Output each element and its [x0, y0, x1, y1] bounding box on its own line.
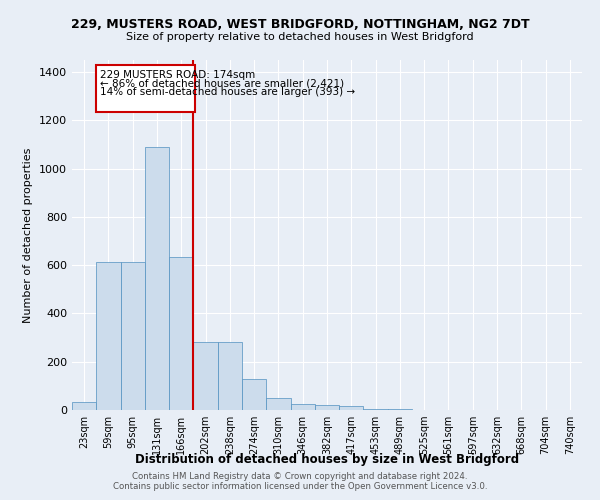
- Text: Size of property relative to detached houses in West Bridgford: Size of property relative to detached ho…: [126, 32, 474, 42]
- Text: ← 86% of detached houses are smaller (2,421): ← 86% of detached houses are smaller (2,…: [100, 79, 344, 89]
- Bar: [242, 378, 266, 410]
- Bar: [218, 342, 242, 410]
- Text: 14% of semi-detached houses are larger (393) →: 14% of semi-detached houses are larger (…: [100, 87, 355, 97]
- Text: Distribution of detached houses by size in West Bridgford: Distribution of detached houses by size …: [135, 452, 519, 466]
- Bar: [193, 342, 218, 410]
- Bar: [364, 409, 388, 410]
- Y-axis label: Number of detached properties: Number of detached properties: [23, 148, 34, 322]
- Bar: [72, 402, 96, 410]
- Text: Contains public sector information licensed under the Open Government Licence v3: Contains public sector information licen…: [113, 482, 487, 491]
- Text: 229, MUSTERS ROAD, WEST BRIDGFORD, NOTTINGHAM, NG2 7DT: 229, MUSTERS ROAD, WEST BRIDGFORD, NOTTI…: [71, 18, 529, 30]
- Bar: [266, 398, 290, 410]
- Text: Contains HM Land Registry data © Crown copyright and database right 2024.: Contains HM Land Registry data © Crown c…: [132, 472, 468, 481]
- Bar: [339, 406, 364, 410]
- Bar: [315, 405, 339, 410]
- Bar: [96, 262, 121, 410]
- Bar: [96, 65, 196, 112]
- Bar: [290, 404, 315, 410]
- Text: 229 MUSTERS ROAD: 174sqm: 229 MUSTERS ROAD: 174sqm: [100, 70, 255, 80]
- Bar: [145, 147, 169, 410]
- Bar: [121, 262, 145, 410]
- Bar: [388, 409, 412, 410]
- Bar: [169, 256, 193, 410]
